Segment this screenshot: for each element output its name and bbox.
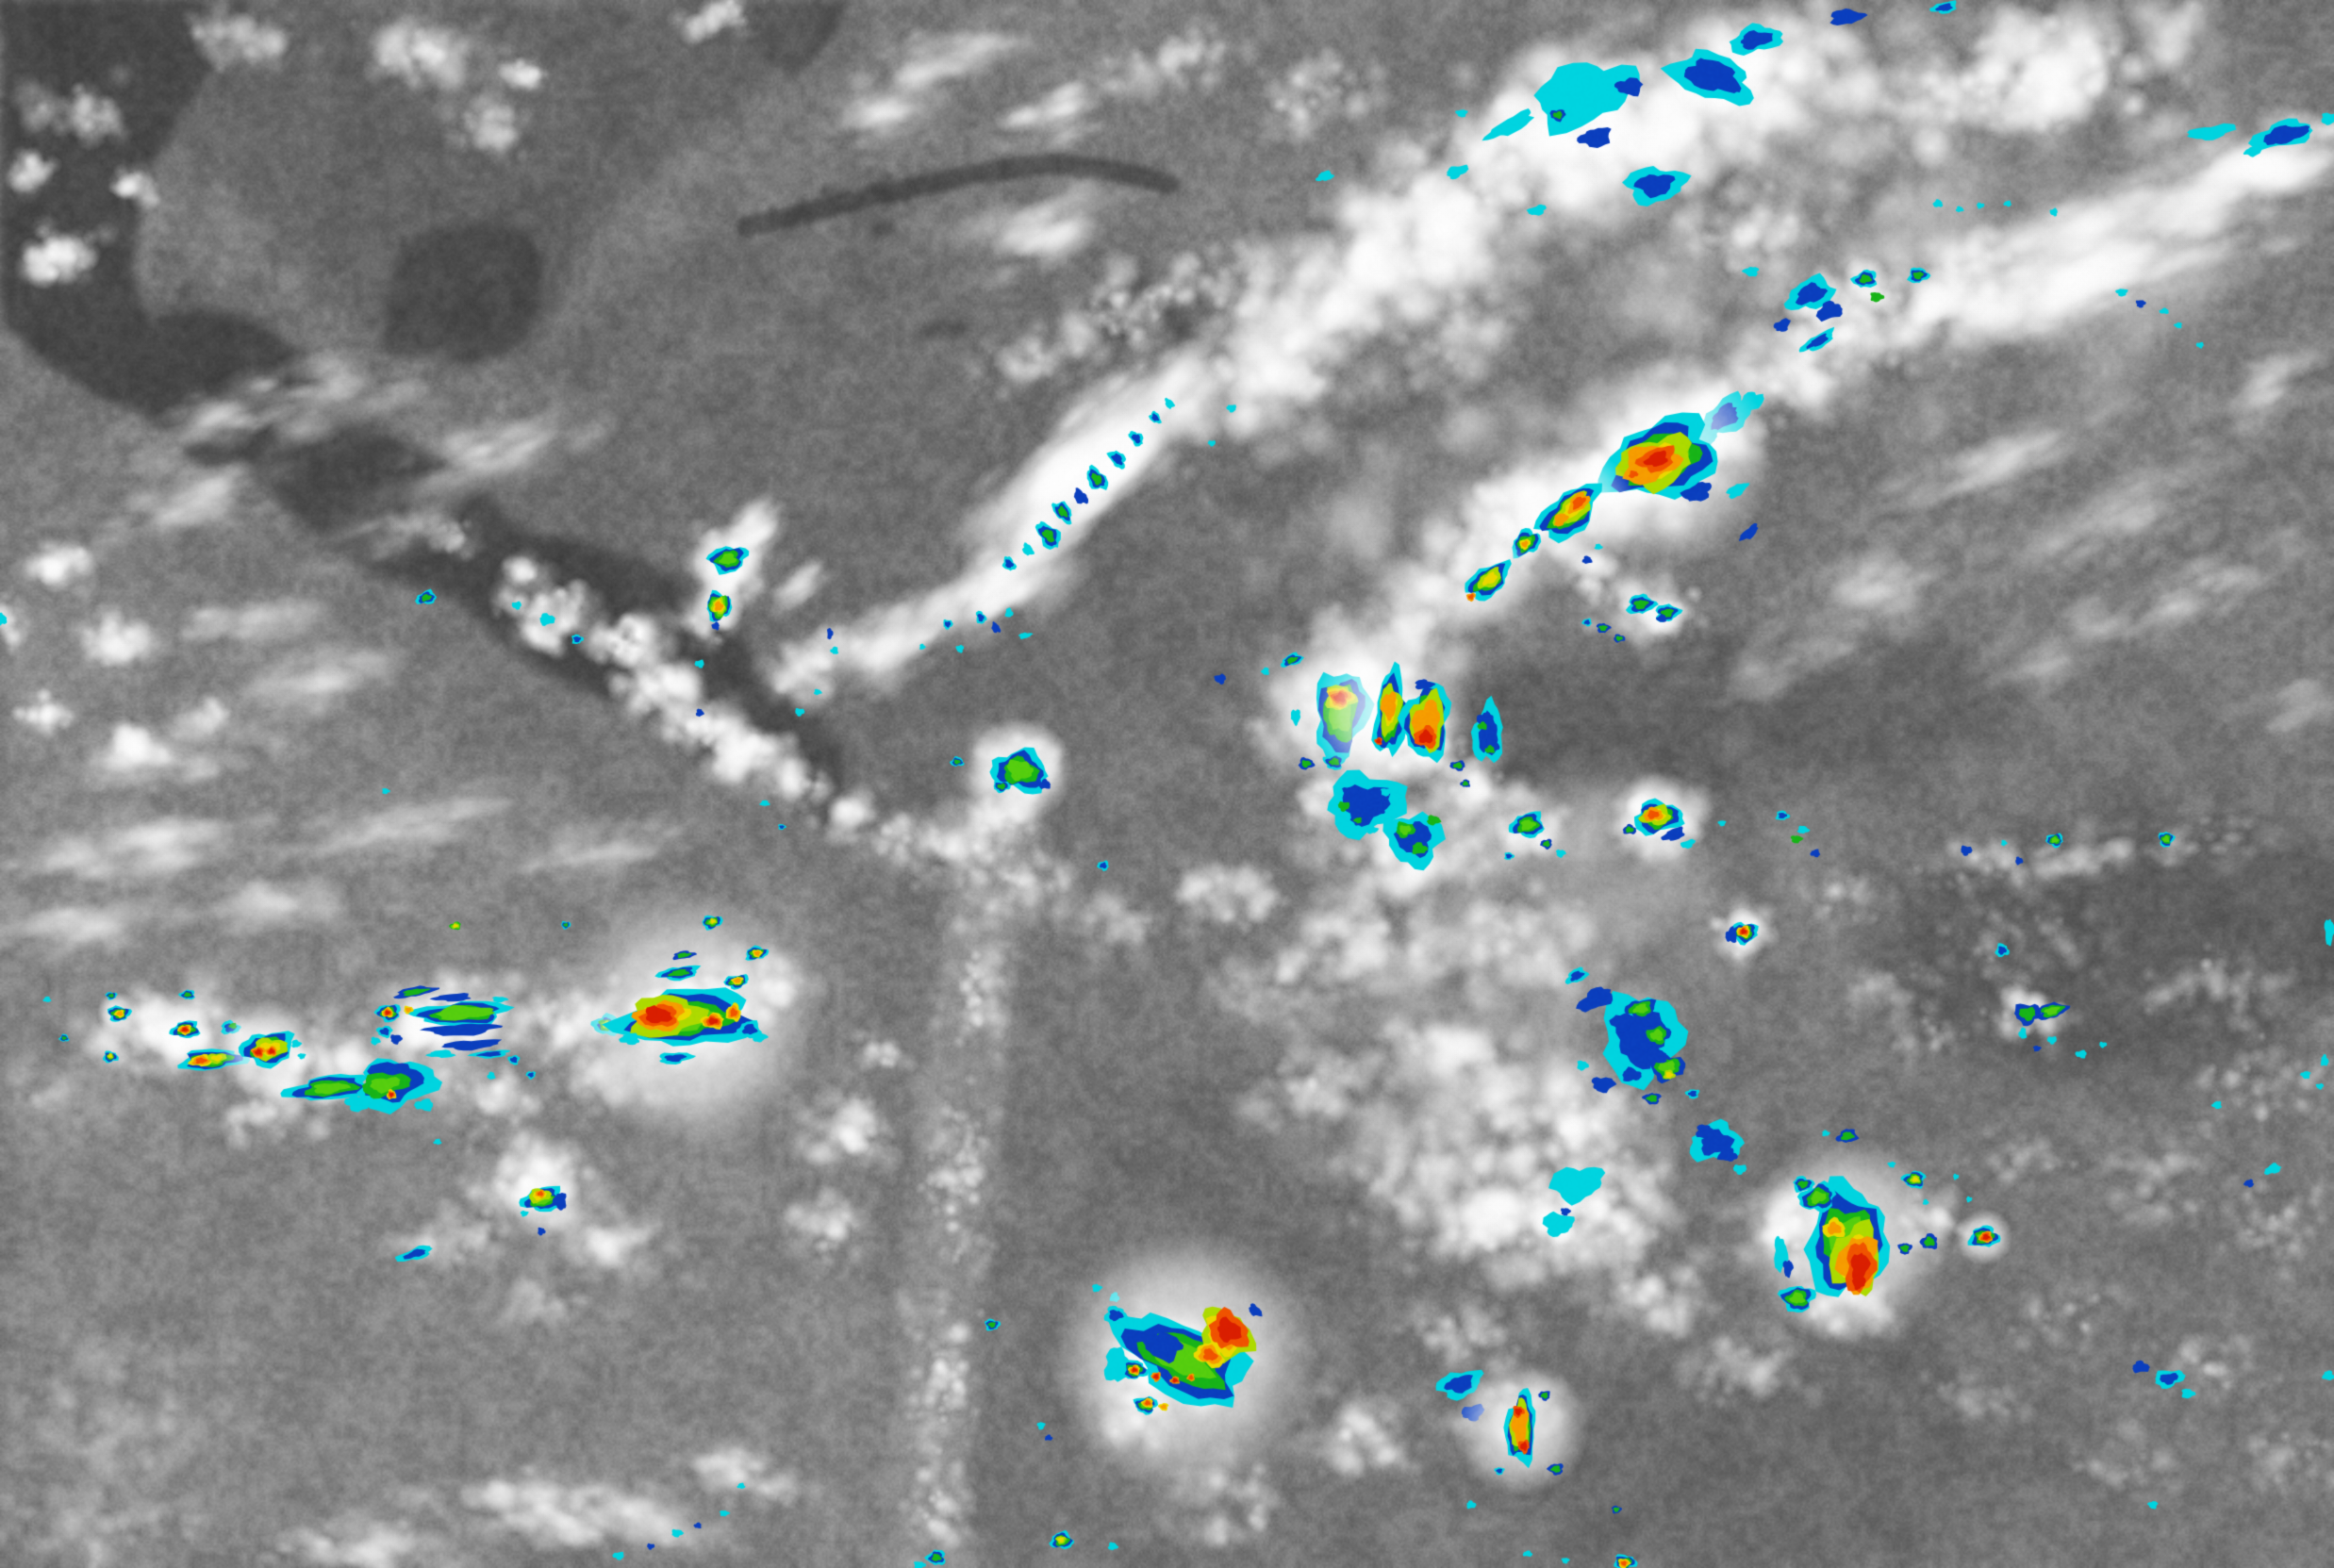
satellite-image <box>0 0 2334 1568</box>
satellite-canvas <box>0 0 2334 1568</box>
